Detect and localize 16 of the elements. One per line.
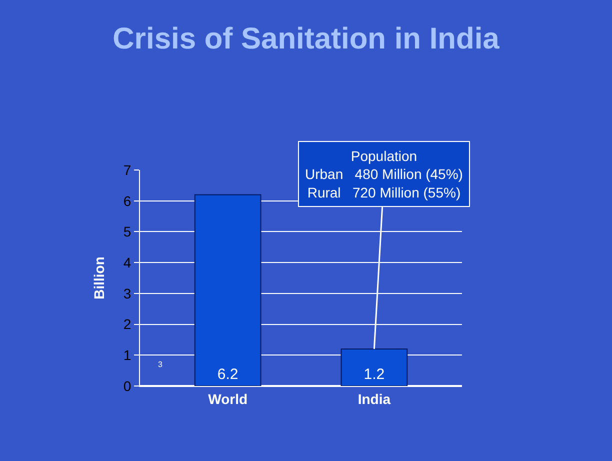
- y-tick-label: 5: [123, 224, 132, 240]
- chart-title: Crisis of Sanitation in India: [112, 22, 500, 56]
- y-tick-label: 2: [123, 316, 132, 332]
- data-label: 6.2: [217, 366, 238, 383]
- data-label: 1.2: [364, 366, 385, 383]
- y-tick-label: 3: [123, 285, 132, 302]
- annotation: 3: [158, 360, 163, 369]
- x-tick-label: India: [358, 390, 391, 407]
- annotation: Population Urban 480 Million (45%) Rural 720 Million (55%): [305, 148, 463, 200]
- y-tick-label: 4: [123, 254, 132, 270]
- y-tick-label: 6: [123, 192, 132, 209]
- y-tick-label: 1: [123, 347, 132, 364]
- y-tick-label: 0: [123, 378, 132, 394]
- y-axis-title: Billion: [91, 256, 108, 300]
- y-tick-label: 7: [123, 162, 132, 178]
- x-tick-label: World: [208, 390, 248, 407]
